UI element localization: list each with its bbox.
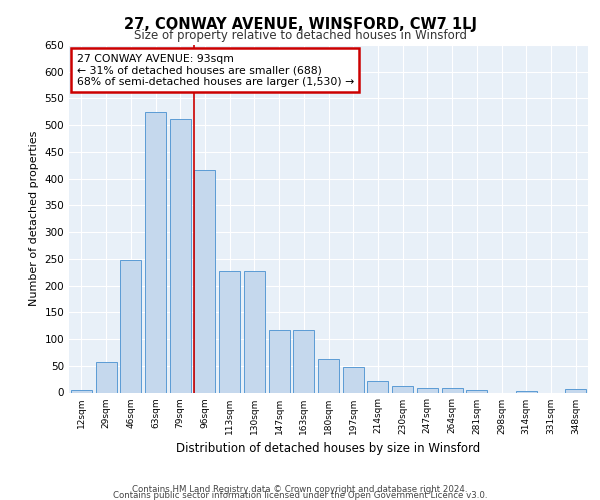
Bar — [95, 362, 116, 392]
Text: 27, CONWAY AVENUE, WINSFORD, CW7 1LJ: 27, CONWAY AVENUE, WINSFORD, CW7 1LJ — [124, 18, 476, 32]
Bar — [293, 330, 314, 392]
Bar — [194, 170, 215, 392]
Bar — [516, 391, 537, 392]
Bar — [120, 260, 141, 392]
Bar — [565, 390, 586, 392]
Bar — [71, 390, 92, 392]
Bar — [466, 390, 487, 392]
Bar — [170, 120, 191, 392]
Bar — [442, 388, 463, 392]
Bar — [343, 368, 364, 392]
Bar — [244, 270, 265, 392]
X-axis label: Distribution of detached houses by size in Winsford: Distribution of detached houses by size … — [176, 442, 481, 455]
Bar — [318, 359, 339, 392]
Text: Size of property relative to detached houses in Winsford: Size of property relative to detached ho… — [133, 29, 467, 42]
Bar — [367, 382, 388, 392]
Bar — [269, 330, 290, 392]
Text: Contains HM Land Registry data © Crown copyright and database right 2024.: Contains HM Land Registry data © Crown c… — [132, 485, 468, 494]
Text: 27 CONWAY AVENUE: 93sqm
← 31% of detached houses are smaller (688)
68% of semi-d: 27 CONWAY AVENUE: 93sqm ← 31% of detache… — [77, 54, 354, 87]
Bar — [145, 112, 166, 392]
Text: Contains public sector information licensed under the Open Government Licence v3: Contains public sector information licen… — [113, 491, 487, 500]
Bar — [219, 270, 240, 392]
Bar — [392, 386, 413, 392]
Y-axis label: Number of detached properties: Number of detached properties — [29, 131, 39, 306]
Bar — [417, 388, 438, 392]
